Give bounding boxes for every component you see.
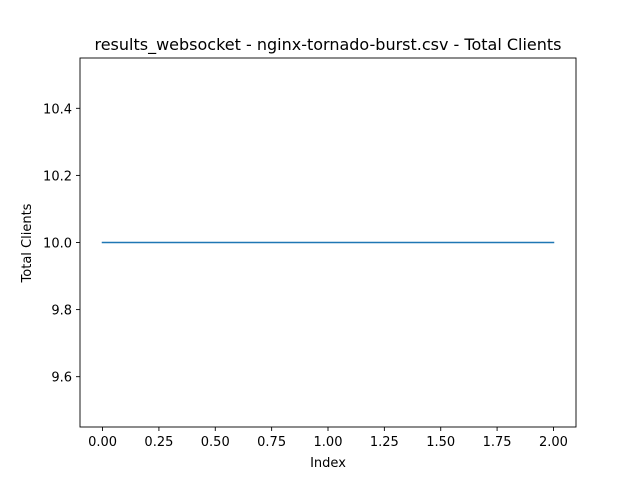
y-tick-label: 10.2 (43, 169, 72, 184)
y-tick-label: 9.8 (51, 304, 72, 319)
x-tick-label: 0.25 (144, 435, 173, 450)
x-tick-label: 0.00 (88, 435, 117, 450)
x-axis-label: Index (310, 456, 346, 471)
y-tick-label: 10.4 (43, 102, 72, 117)
plot-area: 0.00 0.25 0.50 0.75 1.00 1.25 1.50 1.75 2.00 9.6 9… (43, 57, 577, 450)
plot-frame (79, 57, 577, 428)
x-tick-label: 1.25 (370, 435, 399, 450)
x-tick-label: 0.50 (201, 435, 230, 450)
x-tick-label: 2.00 (539, 435, 568, 450)
y-tick-label: 9.6 (51, 371, 72, 386)
x-tick-label: 1.00 (314, 435, 343, 450)
x-tick-label: 0.75 (257, 435, 286, 450)
chart-title: results_websocket - nginx-tornado-burst.… (94, 35, 561, 55)
y-axis-label: Total Clients (20, 203, 35, 283)
y-tick-label: 10.0 (43, 237, 72, 252)
x-tick-label: 1.50 (426, 435, 455, 450)
x-tick-label: 1.75 (483, 435, 512, 450)
